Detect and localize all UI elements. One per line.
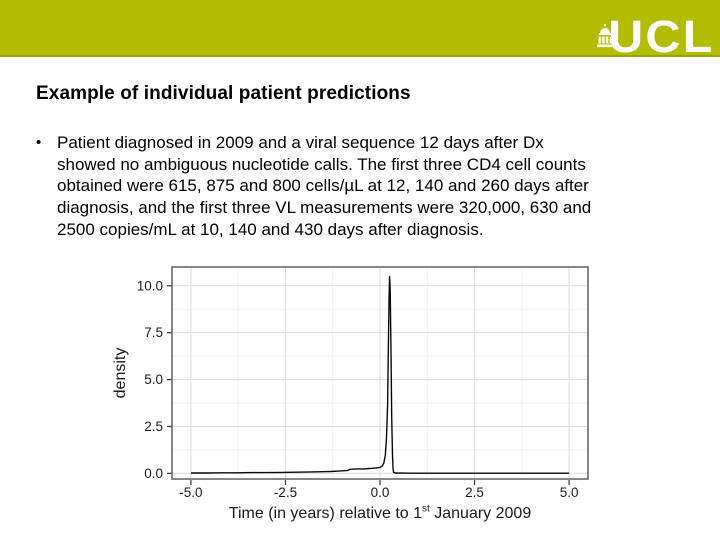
- ucl-header-band: UCL: [0, 0, 720, 62]
- x-tick-label: -5.0: [179, 485, 202, 500]
- density-chart: -5.0 -2.5 0.0 2.5 5.0 0.0 2.5 5.0 7.5 10.0 densit…: [100, 262, 620, 532]
- x-tick-label: 2.5: [465, 485, 484, 500]
- bullet-line: diagnosis, and the first three VL measur…: [57, 198, 592, 218]
- x-axis-label-prefix: Time (in years) relative to 1: [228, 505, 423, 522]
- density-curve: [190, 275, 570, 474]
- x-tick-label: -2.5: [274, 485, 297, 500]
- x-tick-label: 5.0: [560, 485, 579, 500]
- x-axis-label: Time (in years) relative to 1st January …: [172, 503, 588, 523]
- bullet-marker: •: [36, 134, 42, 151]
- bullet-item: • Patient diagnosed in 2009 and a viral …: [36, 132, 701, 241]
- bullet-line: Patient diagnosed in 2009 and a viral se…: [57, 133, 544, 152]
- density-plot-svg: -5.0 -2.5 0.0 2.5 5.0 0.0 2.5 5.0 7.5 10.0: [137, 266, 589, 500]
- bullet-text: Patient diagnosed in 2009 and a viral se…: [57, 132, 701, 241]
- y-tick-label: 7.5: [144, 325, 163, 340]
- y-tick-label: 0.0: [144, 466, 163, 481]
- bullet-line: obtained were 615, 875 and 800 cells/µL …: [57, 176, 589, 196]
- ucl-portico-icon: [596, 24, 613, 48]
- bullet-line: showed no ambiguous nucleotide calls. Th…: [57, 154, 586, 174]
- y-tick-label: 10.0: [137, 278, 163, 293]
- panel-border: [171, 266, 589, 480]
- ucl-logo: UCL: [596, 0, 714, 62]
- bullet-line: 2500 copies/mL at 10, 140 and 430 days a…: [57, 219, 484, 239]
- y-axis-label: density: [112, 347, 129, 399]
- y-tick-label: 2.5: [144, 419, 163, 434]
- x-tick-label: 0.0: [371, 485, 390, 500]
- x-axis-label-superscript: st: [422, 503, 430, 515]
- slide-title: Example of individual patient prediction…: [36, 83, 411, 104]
- ucl-logo-text: UCL: [607, 11, 714, 62]
- y-tick-label: 5.0: [144, 372, 163, 387]
- x-axis-label-suffix: January 2009: [429, 505, 532, 522]
